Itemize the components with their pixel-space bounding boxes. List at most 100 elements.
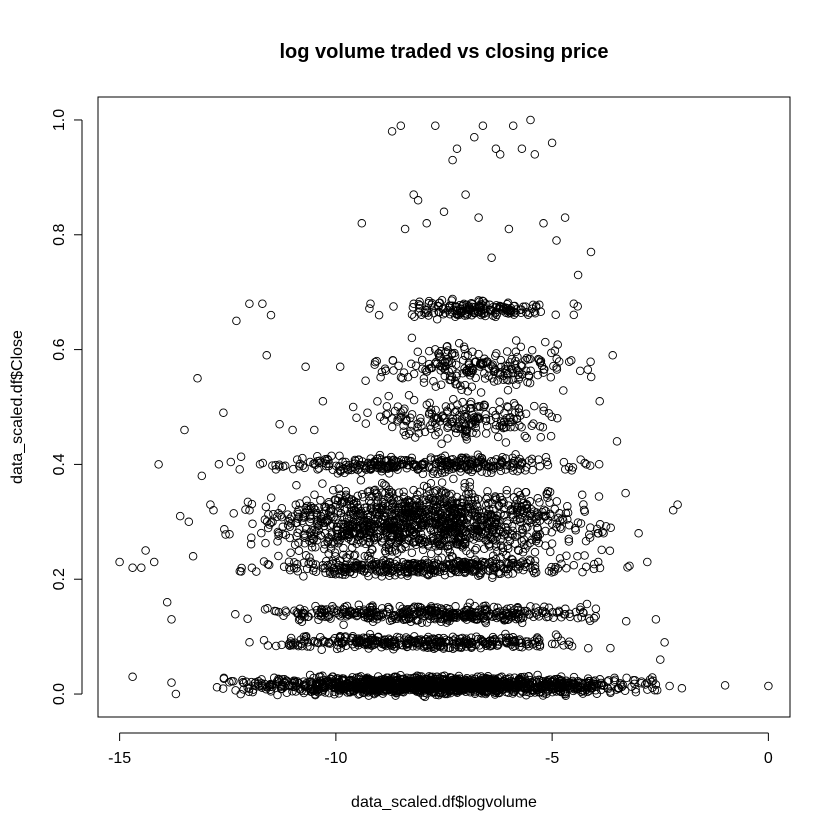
data-point: [561, 509, 571, 518]
data-point: [437, 553, 446, 562]
data-point: [532, 530, 541, 539]
data-point: [540, 602, 549, 612]
data-point: [535, 635, 544, 645]
data-point: [437, 439, 446, 448]
data-point: [149, 557, 159, 567]
data-point: [630, 676, 640, 685]
data-point: [488, 557, 497, 566]
data-point: [320, 544, 329, 554]
data-point: [359, 526, 369, 535]
data-point: [314, 615, 323, 625]
data-point: [481, 429, 491, 438]
data-point: [419, 495, 429, 504]
data-point: [541, 337, 550, 347]
data-point: [559, 682, 569, 692]
data-point: [328, 485, 338, 495]
data-point: [474, 213, 483, 222]
data-point: [115, 557, 124, 567]
data-point: [610, 677, 619, 686]
y-axis: 0.00.20.40.60.81.0: [51, 109, 83, 705]
data-point: [503, 385, 513, 395]
data-point: [483, 487, 492, 496]
data-point: [547, 138, 557, 148]
data-point: [422, 618, 432, 627]
data-point: [552, 608, 562, 617]
data-point: [460, 479, 469, 488]
data-point: [562, 551, 571, 560]
data-point: [471, 526, 481, 535]
data-point: [482, 421, 492, 431]
data-point: [359, 492, 368, 502]
data-point: [530, 564, 540, 574]
data-point: [271, 641, 281, 651]
data-point: [480, 544, 489, 553]
data-point: [547, 412, 556, 421]
chart-title: log volume traded vs closing price: [280, 41, 609, 63]
data-point: [515, 517, 525, 526]
data-point: [560, 610, 570, 619]
data-point: [307, 534, 316, 544]
data-point: [325, 639, 335, 648]
data-point: [501, 438, 511, 447]
data-point: [414, 535, 423, 545]
data-point: [542, 689, 551, 699]
data-point: [316, 531, 325, 540]
data-point: [565, 612, 575, 622]
data-point: [262, 351, 271, 360]
y-axis-label: data_scaled.df$Close: [9, 330, 26, 484]
data-point: [292, 518, 302, 528]
data-point: [307, 677, 316, 687]
data-point: [422, 689, 432, 698]
data-point: [197, 471, 207, 481]
data-point: [414, 567, 424, 577]
data-point: [515, 674, 524, 683]
data-point: [225, 530, 234, 539]
data-point: [513, 613, 523, 622]
data-point: [445, 610, 455, 620]
data-point: [508, 121, 518, 130]
data-point: [294, 538, 303, 547]
data-point: [385, 571, 394, 581]
data-point: [232, 316, 241, 326]
data-point: [171, 689, 181, 699]
data-point: [483, 492, 492, 502]
data-point: [440, 671, 449, 681]
data-point: [652, 685, 662, 695]
data-point: [313, 519, 322, 529]
data-point: [594, 459, 604, 469]
data-point: [220, 525, 229, 534]
data-point: [315, 676, 325, 686]
data-point: [336, 632, 345, 642]
data-point: [465, 477, 475, 487]
data-point: [400, 501, 409, 511]
data-point: [337, 639, 347, 648]
data-point: [260, 605, 270, 614]
data-point: [466, 633, 476, 642]
data-point: [418, 533, 428, 543]
data-point: [507, 522, 517, 531]
data-point: [424, 570, 434, 579]
data-point: [442, 689, 452, 699]
data-point: [391, 546, 400, 555]
data-point: [339, 496, 349, 505]
data-point: [447, 489, 456, 499]
data-point: [287, 681, 296, 691]
data-point: [553, 413, 562, 423]
data-point: [441, 523, 450, 533]
data-point: [472, 677, 482, 687]
data-point: [480, 604, 490, 613]
data-point: [401, 542, 410, 552]
data-point: [361, 674, 371, 684]
data-point: [175, 511, 185, 521]
data-point: [452, 675, 462, 685]
data-point: [528, 640, 537, 649]
data-point: [545, 498, 554, 507]
data-point: [438, 561, 448, 571]
data-point: [489, 565, 498, 575]
data-point: [348, 683, 358, 693]
data-point: [489, 602, 499, 612]
data-point: [570, 523, 580, 533]
data-point: [532, 641, 542, 651]
data-point: [608, 351, 617, 360]
data-point: [612, 437, 622, 446]
